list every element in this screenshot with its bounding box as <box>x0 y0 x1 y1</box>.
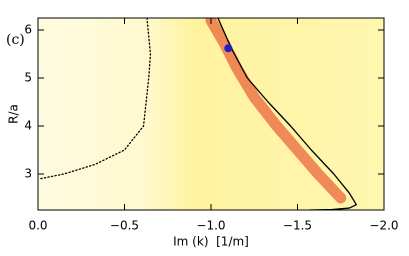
y-tick-label: 3 <box>24 167 32 181</box>
y-tick-label: 4 <box>24 119 32 133</box>
x-tick-label: −2.0 <box>369 219 398 233</box>
y-axis-label: R/a <box>7 104 21 124</box>
x-tick-label: −0.5 <box>110 219 139 233</box>
x-axis-label: Im (k) [1/m] <box>173 235 249 249</box>
x-tick-label: −1.0 <box>196 219 225 233</box>
y-tick-label: 5 <box>24 71 32 85</box>
curve <box>39 18 152 180</box>
marker <box>224 44 233 53</box>
curve <box>217 18 357 210</box>
panel-label: (c) <box>6 32 25 48</box>
x-tick-label: 0.0 <box>28 219 47 233</box>
plot-area <box>39 18 357 210</box>
x-tick-label: −1.5 <box>283 219 312 233</box>
y-tick-label: 6 <box>24 23 32 37</box>
